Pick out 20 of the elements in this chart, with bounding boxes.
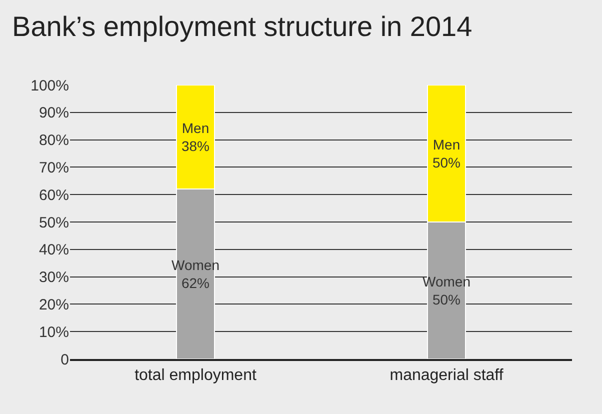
y-tick-label: 60%	[38, 186, 69, 204]
y-tick-label: 70%	[38, 159, 69, 176]
y-tick-label: 50%	[38, 214, 69, 232]
data-label: 38%	[181, 138, 210, 154]
data-label: 50%	[432, 292, 461, 308]
y-tick-label: 80%	[38, 132, 69, 150]
y-tick-label: 30%	[38, 269, 69, 286]
y-tick-label: 10%	[38, 324, 69, 341]
y-tick-label: 0	[60, 351, 69, 368]
data-label: 50%	[432, 154, 461, 171]
y-tick-label: 40%	[38, 242, 69, 259]
y-tick-label: 100%	[30, 77, 69, 94]
y-tick-label: 20%	[38, 296, 69, 314]
x-tick-label: total employment	[134, 367, 257, 384]
series-label: Men	[182, 120, 210, 136]
x-tick-label: managerial staff	[390, 367, 504, 384]
chart-title: Bank’s employment structure in 2014	[12, 11, 472, 42]
text: Men	[432, 136, 460, 152]
data-label: 62%	[181, 275, 210, 292]
y-tick-label: 90%	[38, 104, 69, 122]
